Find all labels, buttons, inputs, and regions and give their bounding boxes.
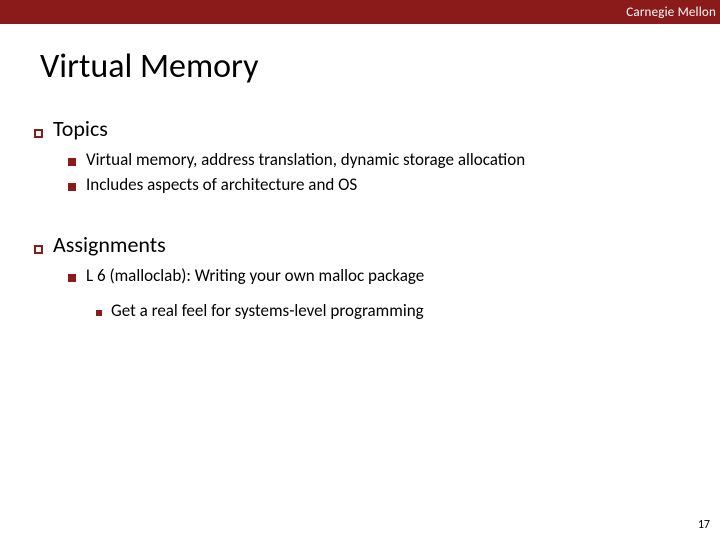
institution-label: Carnegie Mellon bbox=[626, 5, 716, 20]
list-item: Virtual memory, address translation, dyn… bbox=[68, 148, 720, 173]
section-assignments: Assignments L 6 (malloclab): Writing you… bbox=[34, 231, 720, 323]
header-bar: Carnegie Mellon bbox=[0, 0, 720, 24]
sub-list-item-text: Get a real feel for systems-level progra… bbox=[111, 299, 424, 324]
list-item-text: Virtual memory, address translation, dyn… bbox=[86, 148, 525, 173]
square-bullet-icon bbox=[68, 183, 76, 191]
hollow-square-icon bbox=[34, 129, 43, 138]
list-item-text: L 6 (malloclab): Writing your own malloc… bbox=[86, 264, 424, 289]
section-heading: Assignments bbox=[53, 231, 166, 258]
page-number: 17 bbox=[698, 518, 710, 532]
topics-list: Virtual memory, address translation, dyn… bbox=[68, 148, 720, 197]
hollow-square-icon bbox=[34, 245, 43, 254]
section-heading-row: Assignments bbox=[34, 231, 720, 258]
small-square-bullet-icon bbox=[96, 310, 102, 316]
square-bullet-icon bbox=[68, 274, 76, 282]
sub-list-item: Get a real feel for systems-level progra… bbox=[96, 299, 720, 324]
section-heading-row: Topics bbox=[34, 115, 720, 142]
list-item-text: Includes aspects of architecture and OS bbox=[86, 173, 357, 198]
list-item: L 6 (malloclab): Writing your own malloc… bbox=[68, 264, 720, 323]
slide-title: Virtual Memory bbox=[40, 46, 720, 87]
list-item: Includes aspects of architecture and OS bbox=[68, 173, 720, 198]
square-bullet-icon bbox=[68, 158, 76, 166]
section-topics: Topics Virtual memory, address translati… bbox=[34, 115, 720, 197]
sub-list: Get a real feel for systems-level progra… bbox=[96, 299, 720, 324]
assignments-list: L 6 (malloclab): Writing your own malloc… bbox=[68, 264, 720, 323]
section-heading: Topics bbox=[53, 115, 108, 142]
